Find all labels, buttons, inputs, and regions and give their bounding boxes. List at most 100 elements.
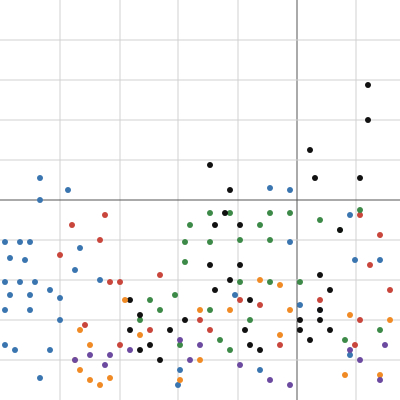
point <box>197 307 203 313</box>
point <box>237 362 243 368</box>
point <box>207 307 213 313</box>
point <box>207 162 213 168</box>
point <box>237 262 243 268</box>
point <box>22 257 28 263</box>
point <box>167 327 173 333</box>
point <box>357 175 363 181</box>
point <box>97 382 103 388</box>
point <box>387 317 393 323</box>
point <box>267 237 273 243</box>
point <box>207 262 213 268</box>
point <box>137 347 143 353</box>
point <box>227 210 233 216</box>
point <box>377 372 383 378</box>
point <box>365 117 371 123</box>
point <box>377 377 383 383</box>
point <box>217 337 223 343</box>
point <box>342 372 348 378</box>
point <box>357 212 363 218</box>
point <box>82 322 88 328</box>
point <box>157 307 163 313</box>
point <box>87 342 93 348</box>
point <box>147 342 153 348</box>
point <box>257 277 263 283</box>
point <box>237 222 243 228</box>
point <box>222 210 228 216</box>
point <box>117 279 123 285</box>
point <box>2 307 8 313</box>
point <box>287 382 293 388</box>
point <box>227 307 233 313</box>
point <box>12 347 18 353</box>
point <box>247 297 253 303</box>
point <box>257 302 263 308</box>
point <box>357 357 363 363</box>
point <box>2 239 8 245</box>
point <box>207 327 213 333</box>
point <box>227 347 233 353</box>
point <box>307 337 313 343</box>
point <box>37 375 43 381</box>
point <box>37 197 43 203</box>
point <box>7 292 13 298</box>
point <box>327 327 333 333</box>
point <box>182 239 188 245</box>
point <box>267 279 273 285</box>
point <box>312 175 318 181</box>
point <box>17 279 23 285</box>
point <box>247 342 253 348</box>
point <box>175 382 181 388</box>
point <box>317 317 323 323</box>
point <box>347 312 353 318</box>
point <box>107 375 113 381</box>
point <box>102 362 108 368</box>
point <box>287 187 293 193</box>
point <box>47 287 53 293</box>
point <box>17 239 23 245</box>
point <box>157 357 163 363</box>
point <box>267 185 273 191</box>
point <box>177 337 183 343</box>
point <box>72 357 78 363</box>
point <box>187 222 193 228</box>
point <box>377 327 383 333</box>
point <box>47 347 53 353</box>
point <box>365 82 371 88</box>
point <box>227 277 233 283</box>
point <box>122 297 128 303</box>
point <box>207 210 213 216</box>
point <box>342 337 348 343</box>
point <box>387 287 393 293</box>
point <box>382 342 388 348</box>
point <box>297 327 303 333</box>
point <box>337 227 343 233</box>
point <box>257 367 263 373</box>
point <box>2 279 8 285</box>
point <box>237 297 243 303</box>
point <box>57 317 63 323</box>
point <box>172 292 178 298</box>
point <box>237 279 243 285</box>
point <box>357 317 363 323</box>
point <box>97 237 103 243</box>
point <box>267 377 273 383</box>
point <box>377 232 383 238</box>
point <box>127 327 133 333</box>
point <box>117 342 123 348</box>
point <box>77 327 83 333</box>
point <box>107 279 113 285</box>
point <box>187 357 193 363</box>
point <box>317 307 323 313</box>
point <box>242 327 248 333</box>
point <box>137 332 143 338</box>
point <box>127 297 133 303</box>
point <box>367 262 373 268</box>
point <box>277 342 283 348</box>
point <box>257 222 263 228</box>
point <box>27 239 33 245</box>
point <box>287 307 293 313</box>
point <box>317 272 323 278</box>
point <box>212 222 218 228</box>
point <box>177 367 183 373</box>
